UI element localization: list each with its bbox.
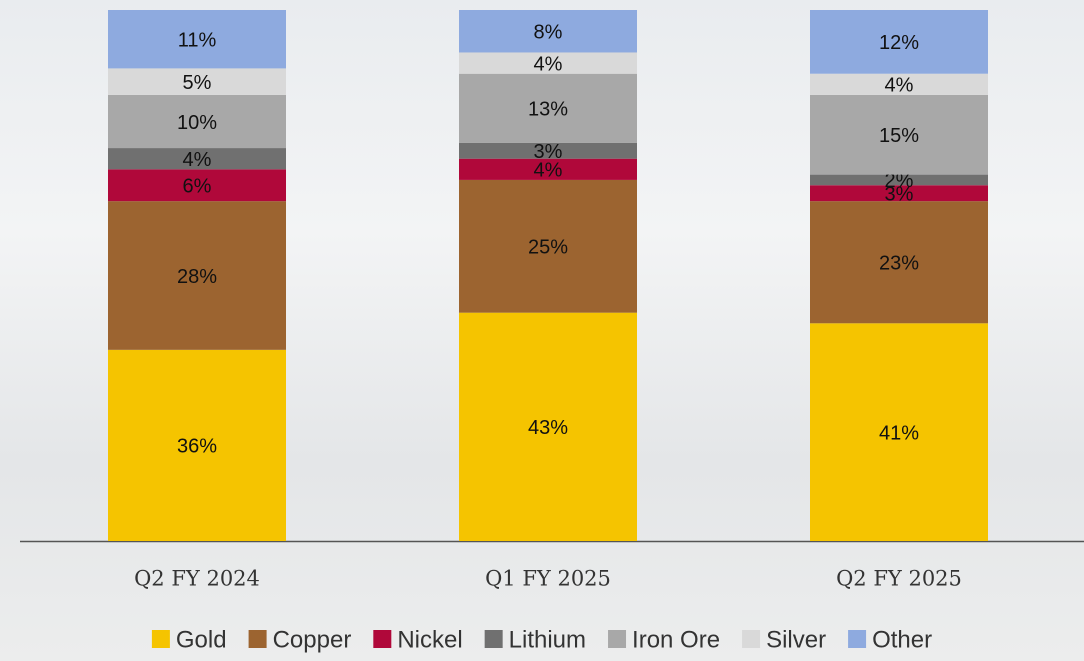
bar-segment (810, 174, 988, 186)
segment-label: 5% (183, 72, 212, 94)
segment-label: 3% (534, 141, 563, 163)
x-tick-label: Q2 FY 2024 (134, 567, 260, 591)
segment-label: 4% (534, 160, 563, 182)
segment-label: 10% (177, 112, 217, 134)
bar-segment (108, 68, 286, 95)
legend-swatch (742, 630, 761, 648)
segment-label: 8% (534, 22, 563, 44)
bar-segment (810, 323, 988, 541)
segment-label: 41% (879, 422, 919, 444)
legend-swatch (151, 630, 170, 648)
bar-segment (459, 158, 637, 180)
segment-label: 2% (885, 170, 914, 192)
segment-label: 43% (528, 417, 568, 439)
legend-swatch (484, 630, 503, 648)
segment-label: 4% (885, 75, 914, 97)
segment-label: 25% (528, 237, 568, 259)
bar-segment (810, 73, 988, 95)
segment-label: 4% (534, 53, 563, 75)
segment-label: 11% (178, 29, 217, 51)
bar-segment (108, 148, 286, 170)
bar-segment (108, 94, 286, 149)
legend-swatch (373, 630, 392, 648)
legend-label: Other (872, 626, 932, 653)
bar-segment (810, 185, 988, 202)
segment-label: 3% (885, 183, 914, 205)
bar-segment (459, 312, 637, 541)
bar-segment (459, 52, 637, 74)
legend-label: Copper (273, 626, 352, 653)
bar-segment (459, 179, 637, 313)
legend-swatch (248, 630, 267, 648)
x-tick-label: Q2 FY 2025 (836, 567, 962, 591)
legend-label: Lithium (509, 626, 586, 653)
bar-segment (810, 10, 988, 74)
bar-segment (810, 94, 988, 175)
legend-label: Iron Ore (632, 626, 720, 653)
legend-label: Gold (176, 626, 227, 653)
bar-segment (459, 10, 637, 53)
bar-segment (810, 201, 988, 324)
bar-segment (459, 73, 637, 143)
legend-swatch (848, 630, 867, 648)
x-tick-label: Q1 FY 2025 (485, 567, 611, 591)
segment-label: 6% (183, 176, 212, 198)
legend-swatch (608, 630, 627, 648)
legend-label: Silver (766, 626, 826, 653)
bar-segment (108, 10, 286, 69)
legend-label: Nickel (397, 626, 462, 653)
segment-label: 13% (528, 99, 568, 121)
segment-label: 12% (879, 32, 919, 54)
segment-label: 15% (879, 125, 919, 147)
segment-label: 23% (879, 253, 919, 275)
bar-segment (459, 142, 637, 159)
bar-segment (108, 169, 286, 202)
segment-label: 28% (177, 266, 217, 288)
segment-label: 4% (183, 149, 212, 171)
segment-label: 36% (177, 436, 217, 458)
bar-segment (108, 349, 286, 541)
bar-segment (108, 201, 286, 350)
